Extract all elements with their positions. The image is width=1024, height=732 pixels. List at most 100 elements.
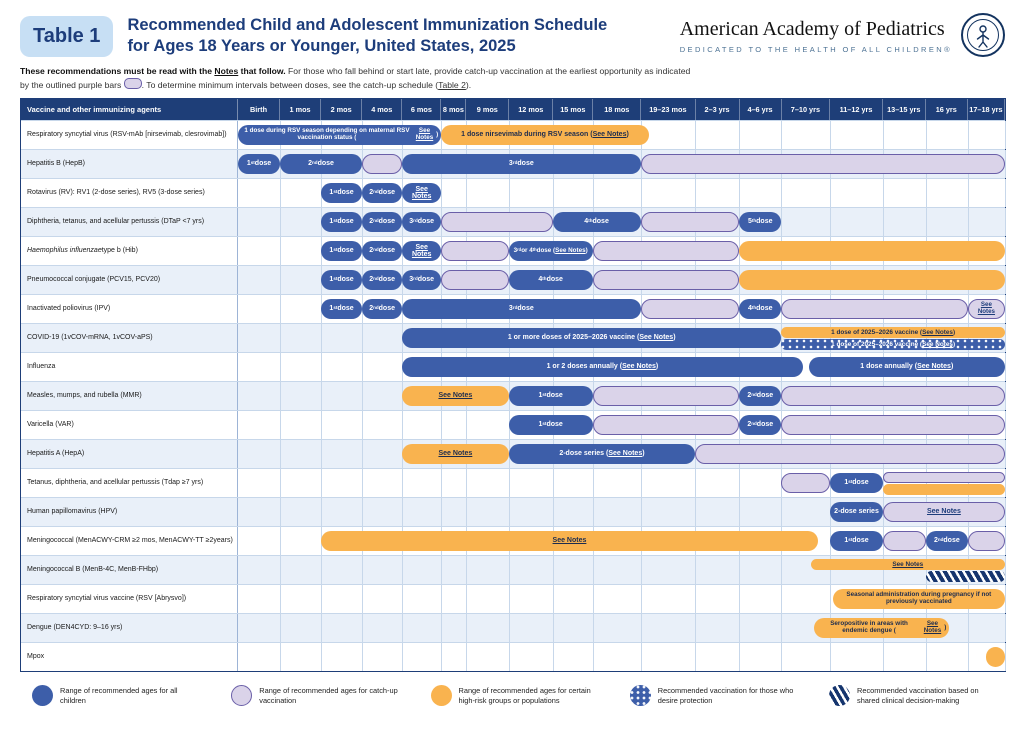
grid-cell bbox=[238, 527, 281, 556]
intro-text-part: . To determine minimum intervals between… bbox=[141, 79, 439, 90]
grid-cell bbox=[280, 643, 323, 672]
vaccine-label: Pneumococcal conjugate (PCV15, PCV20) bbox=[21, 266, 238, 295]
grid-cell bbox=[280, 614, 323, 643]
vaccine-label: Measles, mumps, and rubella (MMR) bbox=[21, 382, 238, 411]
grid-cell bbox=[280, 498, 323, 527]
grid-cell bbox=[280, 411, 323, 440]
grid-cell bbox=[968, 237, 1006, 266]
grid-cell bbox=[509, 556, 554, 585]
grid-cell bbox=[441, 643, 467, 672]
grid-cell bbox=[641, 614, 697, 643]
schedule-bar-purple: See Notes bbox=[967, 299, 1005, 320]
table-1-badge: Table 1 bbox=[20, 16, 114, 57]
grid-cell bbox=[402, 498, 443, 527]
vaccine-row-tdap: Tetanus, diphtheria, and acellular pertu… bbox=[21, 468, 1006, 498]
grid-cell bbox=[641, 469, 697, 498]
schedule-bar-orange: See Notes bbox=[402, 386, 509, 407]
grid-cell bbox=[362, 324, 404, 353]
grid-cell bbox=[593, 179, 642, 208]
grid-cell bbox=[883, 556, 927, 585]
age-column-header: 2–3 yrs bbox=[696, 99, 740, 121]
vaccine-row-mmr: Measles, mumps, and rubella (MMR) See Not… bbox=[21, 381, 1006, 411]
schedule-bar-purple bbox=[781, 386, 1005, 407]
schedule-bar-purple: See Notes bbox=[882, 502, 1005, 523]
grid-cell bbox=[466, 411, 510, 440]
legend-item-purple: Range of recommended ages for catch-up v… bbox=[231, 685, 399, 707]
vaccine-label: Hepatitis A (HepA) bbox=[21, 440, 238, 469]
grid-cell bbox=[238, 440, 281, 469]
schedule-bar-orange: See Notes bbox=[321, 531, 818, 552]
grid-cell bbox=[362, 382, 404, 411]
grid-cell bbox=[362, 643, 404, 672]
row-grid bbox=[238, 643, 1006, 672]
grid-cell bbox=[926, 469, 969, 498]
grid-cell bbox=[641, 498, 697, 527]
grid-cell bbox=[441, 614, 467, 643]
grid-cell bbox=[280, 527, 323, 556]
grid-cell bbox=[593, 469, 642, 498]
grid-cell bbox=[402, 469, 443, 498]
grid-cell bbox=[968, 469, 1006, 498]
grid-cell bbox=[553, 556, 594, 585]
grid-cell bbox=[280, 585, 323, 614]
age-column-header: 1 mos bbox=[280, 99, 322, 121]
grid-cell bbox=[641, 179, 697, 208]
vaccine-label: Hepatitis B (HepB) bbox=[21, 150, 238, 179]
grid-cell bbox=[739, 179, 783, 208]
schedule-bar-orange bbox=[739, 241, 1005, 262]
age-column-header: 13–15 yrs bbox=[883, 99, 926, 121]
schedule-bar-orange: Seropositive in areas with endemic dengu… bbox=[814, 618, 950, 639]
grid-cell bbox=[739, 498, 783, 527]
grid-cell bbox=[280, 237, 323, 266]
grid-cell bbox=[968, 266, 1006, 295]
grid-cell bbox=[362, 585, 404, 614]
grid-cell bbox=[968, 150, 1006, 179]
grid-cell bbox=[739, 208, 783, 237]
grid-cell bbox=[641, 121, 697, 150]
grid-cell bbox=[238, 353, 281, 382]
grid-cell bbox=[402, 556, 443, 585]
vaccine-label: Inactivated poliovirus (IPV) bbox=[21, 295, 238, 324]
schedule-bar-purple bbox=[781, 415, 1005, 436]
age-column-header: 8 mos bbox=[441, 99, 467, 121]
schedule-bar-purple bbox=[640, 299, 740, 320]
grid-cell bbox=[441, 179, 467, 208]
grid-cell bbox=[695, 556, 741, 585]
grid-cell bbox=[280, 353, 323, 382]
grid-cell bbox=[739, 614, 783, 643]
row-grid: Seasonal administration during pregnancy… bbox=[238, 585, 1006, 614]
vaccine-row-hepa: Hepatitis A (HepA) See Notes 2-dose series… bbox=[21, 439, 1006, 469]
grid-cell bbox=[695, 121, 741, 150]
grid-cell bbox=[402, 585, 443, 614]
grid-cell bbox=[593, 585, 642, 614]
grid-cell bbox=[883, 643, 927, 672]
intro-text-part: Table 2 bbox=[438, 79, 466, 90]
grid-cell bbox=[883, 208, 927, 237]
grid-cell bbox=[830, 556, 884, 585]
grid-cell bbox=[441, 498, 467, 527]
grid-cell bbox=[466, 643, 510, 672]
grid-cell bbox=[441, 469, 467, 498]
grid-cell bbox=[593, 498, 642, 527]
grid-cell bbox=[883, 324, 927, 353]
legend-label: Range of recommended ages for catch-up v… bbox=[259, 686, 398, 705]
intro-text-part: These recommendations must be read with … bbox=[20, 66, 215, 76]
grid-cell bbox=[509, 585, 554, 614]
grid-cell bbox=[695, 179, 741, 208]
vaccine-row-rsv-vaccine: Respiratory syncytial virus vaccine (RSV… bbox=[21, 584, 1006, 614]
aap-branding: American Academy of Pediatrics DEDICATED… bbox=[680, 12, 1006, 58]
grid-cell bbox=[926, 614, 969, 643]
grid-cell bbox=[926, 556, 969, 585]
grid-cell bbox=[466, 556, 510, 585]
grid-cell bbox=[968, 411, 1006, 440]
schedule-bar-purple bbox=[592, 241, 740, 262]
